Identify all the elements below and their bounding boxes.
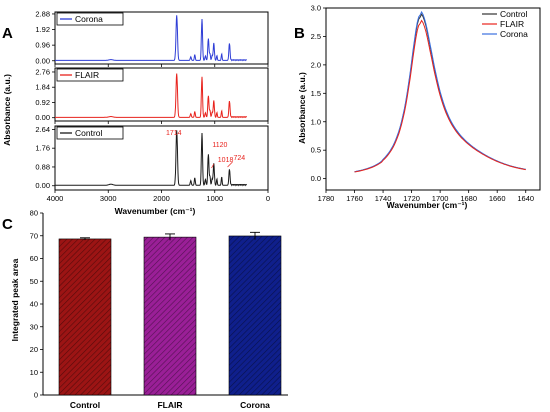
- panel-a-y-tick-label: 0.00: [35, 56, 50, 65]
- panel-b-legend-label-flair: FLAIR: [500, 19, 524, 29]
- panel-a-x-tick-label: 2000: [153, 194, 170, 203]
- panel-a-legend-flair: FLAIR: [56, 68, 124, 82]
- panel-b-legend-label-corona: Corona: [500, 29, 528, 39]
- panel-c-y-tick-label: 50: [30, 277, 38, 286]
- panel-c-chart: 0 10 20 30 40 50 60 70 80 Control FLAIR Corona: [30, 209, 288, 410]
- panel-c-y-axis-title: Integrated peak area: [10, 258, 20, 341]
- legend-label: Control: [75, 128, 103, 138]
- panel-a-annot-724: 724: [233, 155, 245, 162]
- panel-c-y-tick-label: 60: [30, 254, 38, 263]
- panel-b-y-tick-label: 0.5: [311, 146, 321, 155]
- panel-a-spectrum-corona: [55, 15, 248, 62]
- panel-c-y-tick-label: 40: [30, 300, 38, 309]
- panel-a-x-axis-title: Wavenumber (cm⁻¹): [115, 206, 196, 216]
- panel-c-y-tick-label: 70: [30, 231, 38, 240]
- panel-b-x-tick-label: 1740: [375, 194, 392, 203]
- panel-b-x-tick-label: 1700: [432, 194, 449, 203]
- panel-a-x-tick-label: 3000: [100, 194, 117, 203]
- legend-box: [56, 68, 124, 82]
- panel-a-y-tick-label: 0.00: [35, 113, 50, 122]
- panel-a-y-tick-label: 0.92: [35, 98, 50, 107]
- panel-a-annot-1018: 1018: [218, 157, 234, 164]
- panel-b-x-axis-title: Wavenumber (cm⁻¹): [387, 200, 468, 210]
- panel-a-y-tick-label: 1.92: [35, 25, 50, 34]
- panel-a-y-tick-label: 0.88: [35, 162, 50, 171]
- panel-b-y-tick-label: 0.0: [311, 174, 321, 183]
- panel-a-x-tick-label: 4000: [47, 194, 64, 203]
- panel-b-y-axis-title: Absorbance (a.u.): [297, 72, 307, 144]
- panel-b-x-tick-label: 1660: [489, 194, 506, 203]
- panel-b-y-tick-label: 1.0: [311, 117, 321, 126]
- panel-a-x-tick-label: 0: [266, 194, 270, 203]
- panel-a-legend-control: Control: [56, 126, 124, 140]
- panel-c-y-tick-label: 30: [30, 322, 38, 331]
- panel-b-frame: [325, 7, 541, 191]
- panel-c-y-tick-label: 0: [34, 391, 38, 400]
- panel-label-b: B: [294, 25, 305, 42]
- panel-b-x-tick-label: 1680: [460, 194, 477, 203]
- panel-b-x-tick-label: 1760: [346, 194, 363, 203]
- panel-a-spectrum-flair: [55, 73, 248, 119]
- legend-box: [56, 12, 124, 26]
- panel-b-chart: 1780 1760 1740 1720 1700 1680 1660 1640 0.0 0.5 1.…: [311, 4, 541, 203]
- panel-c-category-label-flair: FLAIR: [157, 400, 182, 410]
- legend-label: Corona: [75, 14, 103, 24]
- panel-c-category-label-corona: Corona: [240, 400, 270, 410]
- panel-a-annot-1120: 1120: [212, 142, 227, 149]
- annot-arrow: [211, 163, 215, 169]
- panel-b-y-tick-label: 2.5: [311, 32, 321, 41]
- panel-c-category-label-control: Control: [70, 400, 100, 410]
- panel-a-x-tick-label: 1000: [206, 194, 223, 203]
- legend-label: FLAIR: [75, 70, 99, 80]
- panel-c-y-tick-label: 80: [30, 209, 38, 218]
- panel-a-annot-1714: 1714: [166, 130, 182, 137]
- panel-c-y-tick-label: 10: [30, 368, 38, 377]
- panel-c-bar-hatch-control: [59, 238, 111, 395]
- panel-a-spectrum-control: [55, 130, 248, 187]
- panel-c-bar-hatch-flair: [144, 237, 196, 395]
- panel-label-c: C: [2, 216, 13, 233]
- annot-arrow: [227, 161, 233, 168]
- panel-a-y-tick-label: 2.76: [35, 67, 50, 76]
- panel-a-y-tick-label: 2.88: [35, 9, 50, 18]
- panel-b-series-flair: [354, 19, 526, 173]
- panel-a-y-tick-label: 0.96: [35, 41, 50, 50]
- panel-label-a: A: [2, 25, 13, 42]
- panel-a-y-tick-label: 1.84: [35, 83, 50, 92]
- panel-c-y-tick-label: 20: [30, 345, 38, 354]
- panel-b-x-tick-label: 1780: [318, 194, 335, 203]
- panel-c-bar-hatch-corona: [229, 235, 281, 395]
- panel-a-y-axis-title: Absorbance (a.u.): [2, 74, 12, 146]
- panel-a-y-tick-label: 0.00: [35, 181, 50, 190]
- legend-box: [56, 126, 124, 140]
- panel-a-y-tick-label: 2.64: [35, 125, 50, 134]
- panel-a-y-tick-label: 1.76: [35, 144, 50, 153]
- panel-b-y-tick-label: 3.0: [311, 4, 321, 13]
- panel-b-y-tick-label: 2.0: [311, 60, 321, 69]
- panel-b-y-tick-label: 1.5: [311, 89, 321, 98]
- panel-b-x-tick-label: 1640: [517, 194, 534, 203]
- panel-a-legend-corona: Corona: [56, 12, 124, 26]
- panel-b-legend-label-control: Control: [500, 9, 528, 19]
- panel-a-chart: 2.88 1.92 0.96 0.00 Corona 2.76 1.84 0.92 0.00 FL…: [35, 9, 270, 203]
- panel-b-x-tick-label: 1720: [403, 194, 420, 203]
